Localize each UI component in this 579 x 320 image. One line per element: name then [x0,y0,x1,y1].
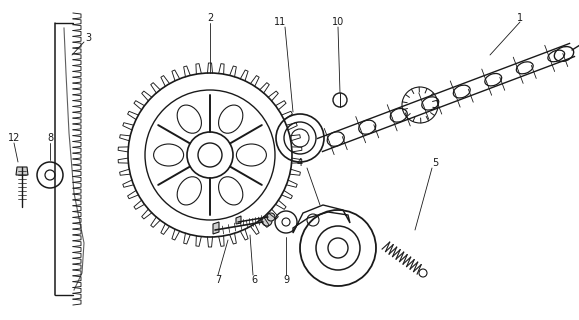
Text: 1: 1 [517,13,523,23]
Text: 8: 8 [47,133,53,143]
Text: 6: 6 [251,275,257,285]
Text: 4: 4 [297,158,303,168]
Text: 3: 3 [85,33,91,43]
Polygon shape [16,167,28,175]
Text: 5: 5 [432,158,438,168]
Text: 10: 10 [332,17,344,27]
Text: 9: 9 [283,275,289,285]
Text: 11: 11 [274,17,286,27]
Circle shape [267,213,275,221]
Text: 2: 2 [207,13,213,23]
Text: 7: 7 [215,275,221,285]
Circle shape [262,216,272,226]
Polygon shape [213,222,219,234]
Polygon shape [236,216,241,224]
Text: 12: 12 [8,133,20,143]
